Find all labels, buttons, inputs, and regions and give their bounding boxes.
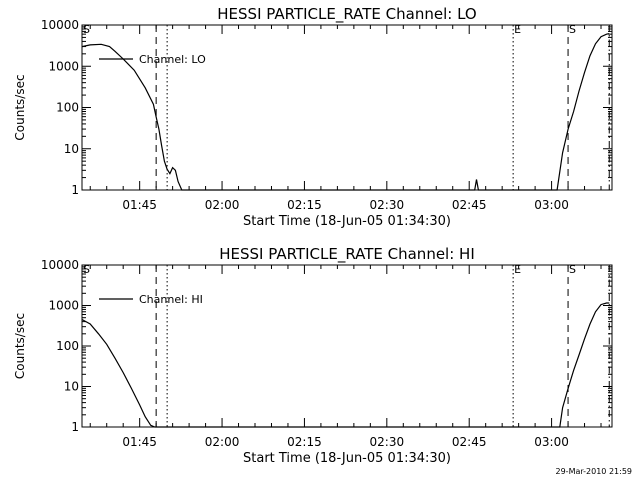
panel2-series-line	[81, 302, 610, 428]
panel2-y-axis-label: Counts/sec	[13, 313, 27, 379]
panel2-x-tick-label: 02:45	[452, 435, 487, 449]
panel2-x-tick-label: 02:00	[205, 435, 240, 449]
panel2-y-tick-label: 10000	[41, 258, 79, 272]
panel2-chart-title: HESSI PARTICLE_RATE Channel: HI	[219, 245, 475, 264]
panel2-x-tick-label: 01:45	[122, 435, 157, 449]
plot-timestamp: 29-Mar-2010 21:59	[555, 467, 633, 476]
panel2-x-tick-label: 03:00	[534, 435, 569, 449]
panel1-event-marker-label: E	[514, 23, 521, 36]
panel1-y-tick-label: 1000	[48, 59, 79, 73]
panel2-x-tick-label: 02:30	[370, 435, 405, 449]
panel1-y-tick-label: 10	[64, 142, 79, 156]
panel1-x-tick-label: 02:30	[370, 198, 405, 212]
panel1-x-tick-label: 02:00	[205, 198, 240, 212]
panel1-event-marker-label: S	[83, 23, 90, 36]
panel2-plot-frame	[81, 264, 613, 428]
panel2-y-tick-label: 10	[64, 380, 79, 394]
panel1-x-tick-label: 02:15	[287, 198, 322, 212]
panel2-y-tick-label: 100	[56, 339, 79, 353]
panel1-y-axis-label: Counts/sec	[13, 74, 27, 140]
panel2-legend-label: Channel: HI	[139, 293, 203, 306]
panel1-y-tick-label: 10000	[41, 18, 79, 32]
panel2-event-marker-label: S	[83, 263, 90, 276]
panel1-x-tick-label: 01:45	[122, 198, 157, 212]
panel2-x-axis-label: Start Time (18-Jun-05 01:34:30)	[243, 451, 451, 466]
panel2-event-marker-label: E	[514, 263, 521, 276]
panel2-y-tick-label: 1000	[48, 299, 79, 313]
panel1-x-tick-label: 03:00	[534, 198, 569, 212]
panel2-event-marker-label: S	[569, 263, 576, 276]
panel1-legend-label: Channel: LO	[139, 53, 206, 66]
panel2-y-tick-label: 1	[71, 420, 79, 434]
panel1-x-axis-label: Start Time (18-Jun-05 01:34:30)	[243, 214, 451, 229]
panel1-x-tick-label: 02:45	[452, 198, 487, 212]
panel1-event-marker-label: S	[569, 23, 576, 36]
panel1-y-tick-label: 1	[71, 183, 79, 197]
panel1-series-line	[81, 33, 610, 191]
panel1-plot-frame	[81, 24, 613, 191]
panel1-y-tick-label: 100	[56, 101, 79, 115]
panel2-x-tick-label: 02:15	[287, 435, 322, 449]
panel1-chart-title: HESSI PARTICLE_RATE Channel: LO	[217, 5, 476, 24]
